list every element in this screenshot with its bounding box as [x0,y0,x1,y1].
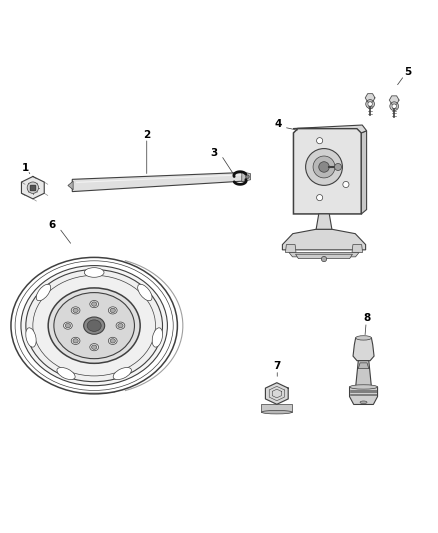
Text: 1: 1 [22,163,29,173]
Ellipse shape [118,324,123,328]
Text: 3: 3 [210,149,217,158]
Ellipse shape [87,320,101,332]
Ellipse shape [90,301,99,308]
Polygon shape [358,363,369,368]
Polygon shape [361,131,367,214]
Ellipse shape [92,345,97,349]
Text: 8: 8 [364,313,371,323]
Text: 7: 7 [274,361,281,372]
Circle shape [390,102,399,110]
Circle shape [366,100,374,108]
Ellipse shape [73,338,78,343]
Circle shape [321,256,327,262]
Polygon shape [286,245,296,253]
Ellipse shape [26,328,36,347]
Ellipse shape [64,322,72,329]
Circle shape [343,181,349,188]
Polygon shape [242,172,251,182]
Circle shape [392,104,396,108]
Circle shape [317,138,323,144]
Polygon shape [356,361,371,387]
Ellipse shape [110,308,115,312]
Ellipse shape [84,268,104,277]
Polygon shape [289,253,359,257]
Circle shape [27,182,39,193]
Circle shape [317,195,323,201]
Circle shape [246,175,249,179]
Ellipse shape [57,367,75,379]
Text: 6: 6 [48,220,55,230]
Ellipse shape [73,308,78,312]
Ellipse shape [360,401,367,403]
Ellipse shape [108,307,117,314]
Polygon shape [68,181,73,190]
Ellipse shape [84,317,105,334]
Polygon shape [389,96,399,104]
Ellipse shape [152,328,162,347]
Ellipse shape [108,337,117,344]
Polygon shape [261,405,292,412]
Ellipse shape [71,307,80,314]
Ellipse shape [110,338,115,343]
Polygon shape [365,94,375,102]
Ellipse shape [116,322,125,329]
Circle shape [368,102,372,106]
Ellipse shape [92,302,97,306]
Polygon shape [350,387,378,405]
Polygon shape [265,383,288,405]
Polygon shape [21,176,44,199]
Ellipse shape [261,410,292,414]
Text: 2: 2 [143,130,150,140]
Polygon shape [293,125,367,133]
Ellipse shape [356,336,371,340]
Ellipse shape [11,257,177,394]
Ellipse shape [138,284,152,301]
Polygon shape [352,245,363,253]
Polygon shape [30,185,35,190]
Ellipse shape [113,367,131,379]
Text: 4: 4 [275,119,282,129]
Circle shape [319,161,329,172]
Ellipse shape [54,293,134,359]
Polygon shape [296,254,353,259]
Polygon shape [353,338,374,361]
Circle shape [306,149,343,185]
Polygon shape [72,172,245,191]
Text: 5: 5 [404,68,411,77]
Circle shape [335,164,342,171]
Ellipse shape [48,288,140,364]
Ellipse shape [26,270,162,382]
Ellipse shape [65,324,71,328]
Ellipse shape [21,265,167,386]
Polygon shape [316,214,332,229]
Polygon shape [293,128,361,214]
Ellipse shape [90,344,99,351]
Ellipse shape [36,284,51,301]
Circle shape [313,156,335,178]
Ellipse shape [71,337,80,344]
Polygon shape [283,229,366,250]
Ellipse shape [350,385,378,389]
